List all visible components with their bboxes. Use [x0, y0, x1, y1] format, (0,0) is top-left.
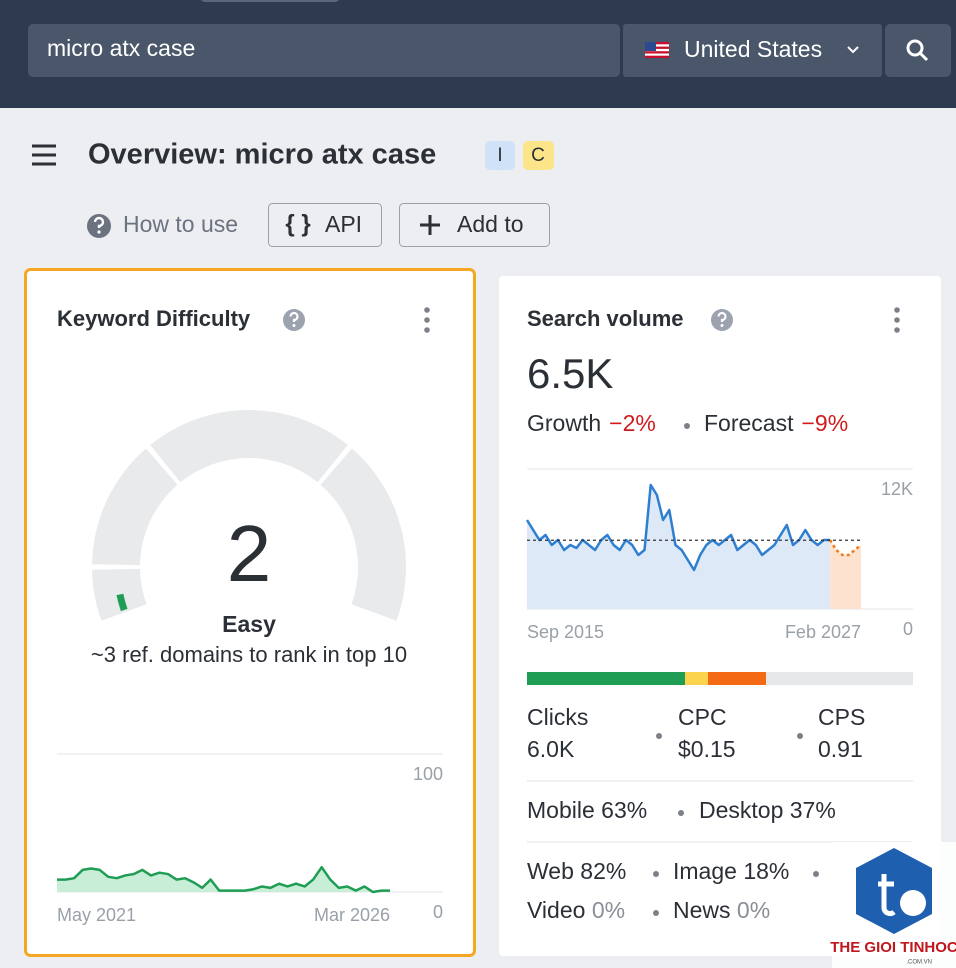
- forecast-line: Forecast −9%: [704, 410, 848, 436]
- result-value: 18%: [743, 858, 789, 884]
- separator-dot: [797, 733, 803, 739]
- metric-label: CPC: [678, 704, 727, 730]
- device-label: Desktop: [699, 797, 783, 823]
- separator-dot: [813, 871, 819, 877]
- metric-value: 6.0K: [527, 736, 575, 762]
- x-tick-label: May 2021: [57, 905, 136, 925]
- x-tick-label: Sep 2015: [527, 622, 604, 642]
- line: [57, 865, 390, 894]
- badge-label: C: [531, 145, 545, 166]
- device-label: Mobile: [527, 797, 595, 823]
- page-title: Overview: micro atx case: [88, 139, 436, 171]
- how-to-use[interactable]: How to use: [123, 211, 238, 237]
- gauge-segment: [320, 448, 406, 621]
- result-label: Image: [673, 858, 737, 884]
- button-label: Add to: [457, 211, 524, 237]
- plus-icon: [420, 215, 440, 235]
- help-icon[interactable]: [711, 309, 733, 331]
- x-tick-label: Mar 2026: [314, 905, 390, 925]
- search-input[interactable]: [28, 24, 620, 77]
- help-icon[interactable]: [283, 309, 305, 331]
- badge-label: I: [497, 145, 502, 166]
- separator-dot: [684, 423, 690, 429]
- separator-dot: [656, 733, 662, 739]
- separator-dot: [678, 810, 684, 816]
- device-share: Mobile 63%: [527, 797, 647, 823]
- result-value: 0%: [737, 897, 770, 923]
- result-label: Web: [527, 858, 574, 884]
- y-tick-label: 12K: [881, 479, 913, 499]
- result-label: News: [673, 897, 731, 923]
- help-icon[interactable]: [87, 214, 111, 238]
- result-value: 82%: [580, 858, 626, 884]
- gauge-marker: [116, 593, 128, 612]
- growth-value: −2%: [609, 410, 656, 436]
- country-select[interactable]: [623, 24, 882, 77]
- forecast-label: Forecast: [704, 410, 794, 436]
- y-tick-label: 0: [903, 619, 913, 639]
- line: [525, 483, 831, 572]
- device-value: 63%: [601, 797, 647, 823]
- search-icon: [906, 39, 929, 62]
- kd-rating: Easy: [222, 611, 276, 637]
- device-value: 37%: [790, 797, 836, 823]
- search-query: micro atx case: [47, 35, 195, 61]
- area: [527, 484, 831, 609]
- metric-label: CPS: [818, 704, 865, 730]
- x-tick-label: Feb 2027: [785, 622, 861, 642]
- card-title: Search volume: [527, 306, 684, 331]
- chevron: [847, 46, 859, 54]
- add-button[interactable]: [399, 203, 550, 247]
- separator-dot: [653, 910, 659, 916]
- result-value: 0%: [592, 897, 625, 923]
- separator-dot: [653, 871, 659, 877]
- more-menu[interactable]: [894, 307, 900, 333]
- watermark-brand: THE GIOI TINHOC: [830, 939, 956, 956]
- y-tick-label: 100: [413, 764, 443, 784]
- result-share: Video 0%: [527, 897, 625, 923]
- gauge-segment: [150, 410, 348, 483]
- growth-label: Growth: [527, 410, 601, 436]
- gauge: [92, 410, 406, 621]
- button-label: API: [325, 211, 362, 237]
- result-share: Image 18%: [673, 858, 789, 884]
- device-share: Desktop 37%: [699, 797, 836, 823]
- area: [830, 540, 861, 609]
- flag: [645, 42, 669, 58]
- kd-score: 2: [227, 509, 272, 598]
- card-title: Keyword Difficulty: [57, 306, 251, 331]
- volume-total: 6.5K: [527, 350, 613, 397]
- kd-note: ~3 ref. domains to rank in top 10: [91, 642, 407, 667]
- watermark: THE GIOI TINHOC .COM.VN: [830, 842, 956, 968]
- kd-card: [24, 268, 476, 957]
- volume-card: [499, 276, 941, 956]
- result-share: Web 82%: [527, 858, 626, 884]
- watermark-domain: .COM.VN: [906, 960, 932, 966]
- api-button[interactable]: [268, 203, 382, 247]
- forecast-value: −9%: [801, 410, 848, 436]
- menu-icon[interactable]: [32, 144, 56, 166]
- result-share: News 0%: [673, 897, 770, 923]
- search-button[interactable]: [885, 24, 951, 77]
- growth-line: Growth −2%: [527, 410, 656, 436]
- metric-value: $0.15: [678, 736, 736, 762]
- metric-value: 0.91: [818, 736, 863, 762]
- y-tick-label: 0: [433, 902, 443, 922]
- metric-label: Clicks: [527, 704, 588, 730]
- country: United States: [684, 36, 822, 62]
- tab: [201, 0, 339, 2]
- gauge-segment: [92, 448, 178, 566]
- badge: [485, 141, 515, 170]
- api-icon: { }: [285, 210, 310, 237]
- result-label: Video: [527, 897, 585, 923]
- badge: [523, 141, 554, 170]
- more-menu[interactable]: [424, 307, 430, 333]
- distribution-bar: [527, 672, 913, 685]
